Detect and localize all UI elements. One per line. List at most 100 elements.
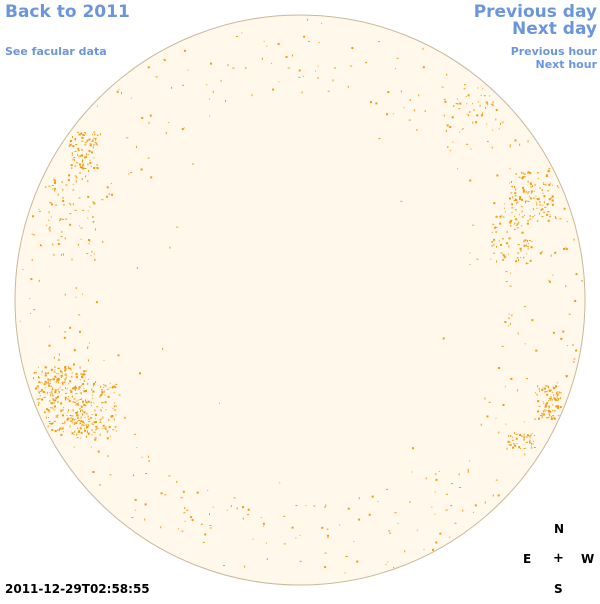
facula-speck <box>102 241 104 243</box>
facula-speck <box>549 411 551 413</box>
facula-speck <box>56 373 58 374</box>
facula-speck <box>103 386 105 388</box>
facula-speck <box>539 201 541 203</box>
facula-speck <box>61 422 64 424</box>
facula-speck <box>105 426 107 428</box>
facula-speck <box>552 391 554 393</box>
facula-speck <box>71 372 73 374</box>
facula-speck <box>72 409 74 412</box>
facula-speck <box>559 218 562 220</box>
facula-speck <box>563 207 566 210</box>
facula-speck <box>69 223 72 226</box>
facula-speck <box>59 386 61 388</box>
facula-speck <box>454 522 457 524</box>
facula-speck <box>89 161 92 164</box>
facula-speck <box>559 406 562 408</box>
facula-speck <box>88 150 91 152</box>
facula-speck <box>64 293 66 296</box>
facula-speck <box>463 88 466 90</box>
facula-speck <box>456 103 459 105</box>
facula-speck <box>86 153 88 156</box>
facula-speck <box>99 418 101 421</box>
facula-speck <box>75 389 77 391</box>
facula-speck <box>515 173 517 175</box>
facula-speck <box>371 495 374 498</box>
facula-speck <box>558 187 560 189</box>
facula-speck <box>115 383 118 385</box>
facula-speck <box>75 373 78 376</box>
see-facular-data-link[interactable]: See facular data <box>5 45 107 58</box>
facula-speck <box>548 198 551 201</box>
facula-speck <box>531 241 533 242</box>
facula-speck <box>462 509 464 512</box>
previous-day-link[interactable]: Previous day <box>473 2 597 22</box>
facula-speck <box>522 216 524 218</box>
facula-speck <box>82 164 84 167</box>
facula-speck <box>435 473 437 476</box>
facula-speck <box>48 383 50 385</box>
facula-speck <box>87 418 90 420</box>
facula-speck <box>565 247 567 250</box>
facula-speck <box>499 215 502 217</box>
facula-speck <box>479 104 481 107</box>
facula-speck <box>52 421 54 424</box>
facula-speck <box>76 176 78 179</box>
facula-speck <box>344 572 346 574</box>
facula-speck <box>76 437 79 439</box>
facula-speck <box>551 195 554 198</box>
facula-speck <box>227 64 229 67</box>
back-to-year-link[interactable]: Back to 2011 <box>5 2 130 22</box>
next-hour-link[interactable]: Next hour <box>535 58 598 71</box>
next-day-link[interactable]: Next day <box>512 19 597 39</box>
facula-speck <box>53 399 56 401</box>
facula-speck <box>552 404 554 406</box>
facula-speck <box>85 401 88 404</box>
facula-speck <box>66 388 68 390</box>
facula-speck <box>82 159 83 162</box>
facula-speck <box>434 513 436 515</box>
facula-speck <box>41 398 44 401</box>
facula-speck <box>89 151 90 153</box>
facula-speck <box>321 22 323 24</box>
facula-speck <box>85 175 86 178</box>
facula-speck <box>523 176 526 178</box>
facula-speck <box>67 398 70 400</box>
facula-speck <box>46 408 49 411</box>
facula-speck <box>493 252 495 254</box>
facula-speck <box>87 180 89 183</box>
facula-speck <box>411 471 413 473</box>
facula-speck <box>86 426 88 429</box>
facula-speck <box>236 507 238 510</box>
facula-speck <box>457 168 459 170</box>
facula-speck <box>81 409 84 411</box>
facula-speck <box>52 188 54 190</box>
facula-speck <box>86 435 87 438</box>
facula-speck <box>95 426 97 427</box>
facula-speck <box>69 425 71 428</box>
facula-speck <box>525 190 527 193</box>
facula-speck <box>60 374 63 377</box>
facula-speck <box>60 236 63 238</box>
previous-hour-link[interactable]: Previous hour <box>510 45 597 58</box>
facula-speck <box>541 413 543 415</box>
facula-speck <box>543 195 546 198</box>
facula-speck <box>537 177 539 179</box>
facula-speck <box>525 201 526 204</box>
compass-south-label: S <box>554 582 563 596</box>
facula-speck <box>568 313 571 315</box>
facula-speck <box>283 543 286 545</box>
facula-speck <box>485 101 488 104</box>
facula-speck <box>301 91 303 94</box>
facula-speck <box>514 432 516 435</box>
facula-speck <box>147 455 149 458</box>
facula-speck <box>87 423 89 425</box>
facula-speck <box>73 138 76 140</box>
facula-speck <box>54 181 56 184</box>
facula-speck <box>400 90 402 93</box>
facula-speck <box>494 226 497 229</box>
facula-speck <box>180 497 183 499</box>
facula-speck <box>451 116 454 119</box>
facular-regions <box>19 18 583 574</box>
facula-speck <box>57 373 59 375</box>
